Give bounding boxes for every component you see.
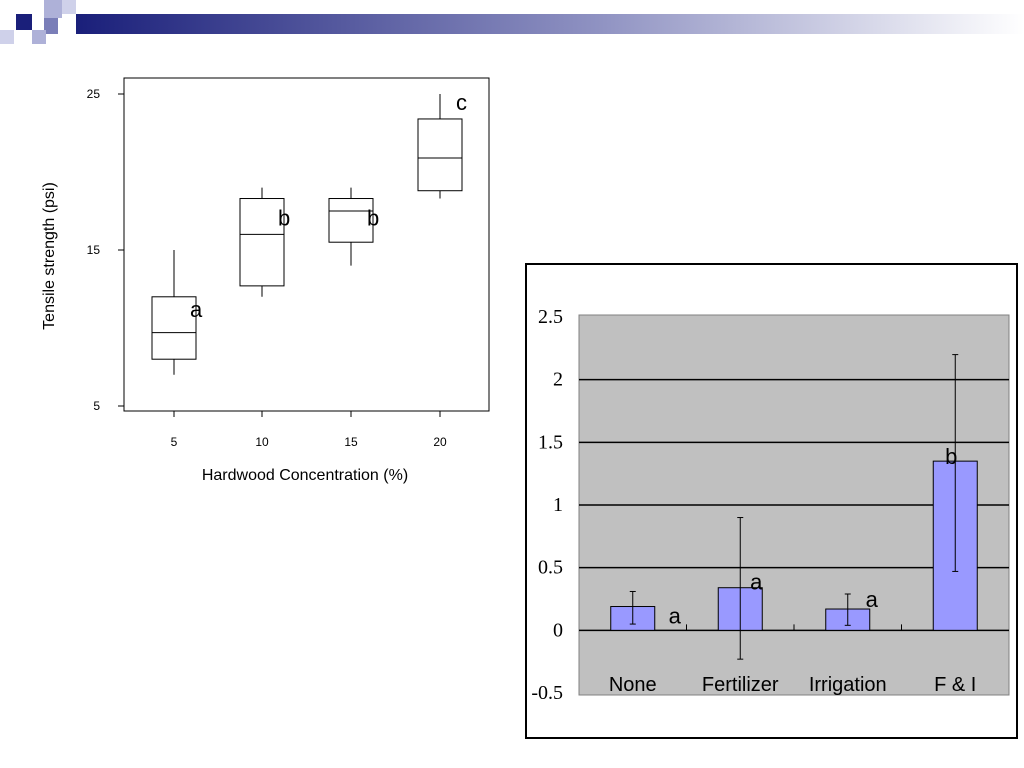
bar-chart: a a a b -0.5 0 0.5 1 1.5 2 2.5 None Fertilizer Irri…: [531, 306, 1010, 704]
significance-letter: b: [278, 206, 290, 231]
box: [151, 296, 197, 360]
significance-letter: a: [750, 569, 763, 594]
x-tick-label: 15: [344, 435, 358, 449]
header-square: [16, 14, 32, 30]
box: [239, 198, 285, 287]
significance-letter: a: [866, 587, 879, 612]
y-tick-label: 2.5: [538, 306, 563, 328]
box: [417, 118, 463, 192]
y-tick-label: -0.5: [531, 682, 563, 704]
x-tick-label: None: [609, 674, 657, 696]
x-tick-label: 20: [433, 435, 447, 449]
header-square: [44, 18, 58, 34]
significance-letter: a: [190, 297, 203, 322]
header-decoration: [0, 0, 1024, 44]
x-tick-label: Fertilizer: [702, 674, 779, 696]
y-tick-label: 25: [87, 87, 101, 101]
significance-letter: b: [367, 206, 379, 231]
box-plot-chart: 5 15 25 5 10 15 20 a b b c Hardwood Concentratio…: [41, 77, 490, 484]
y-tick-label: 1: [553, 494, 563, 516]
x-tick-label: 5: [171, 435, 178, 449]
y-tick-label: 15: [87, 243, 101, 257]
bar-chart-frame: [525, 263, 1018, 739]
y-tick-label: 1.5: [538, 431, 563, 453]
y-tick-label: 2: [553, 369, 563, 391]
y-axis-label: Tensile strength (psi): [41, 182, 58, 330]
y-tick-label: 0.5: [538, 557, 563, 579]
significance-letter: c: [456, 90, 467, 115]
x-axis-label: Hardwood Concentration (%): [202, 467, 408, 484]
x-tick-label: 10: [255, 435, 269, 449]
header-square: [0, 30, 14, 44]
x-tick-label: F & I: [934, 674, 976, 696]
header-square: [44, 0, 62, 18]
box: [328, 198, 374, 243]
header-square: [62, 0, 76, 14]
y-tick-label: 0: [553, 619, 563, 641]
significance-letter: a: [669, 603, 682, 628]
x-tick-label: Irrigation: [809, 674, 887, 696]
plot-frame: [123, 77, 490, 412]
header-square: [32, 30, 46, 44]
header-gradient-band: [76, 14, 1024, 34]
significance-letter: b: [945, 444, 957, 469]
y-tick-label: 5: [93, 399, 100, 413]
